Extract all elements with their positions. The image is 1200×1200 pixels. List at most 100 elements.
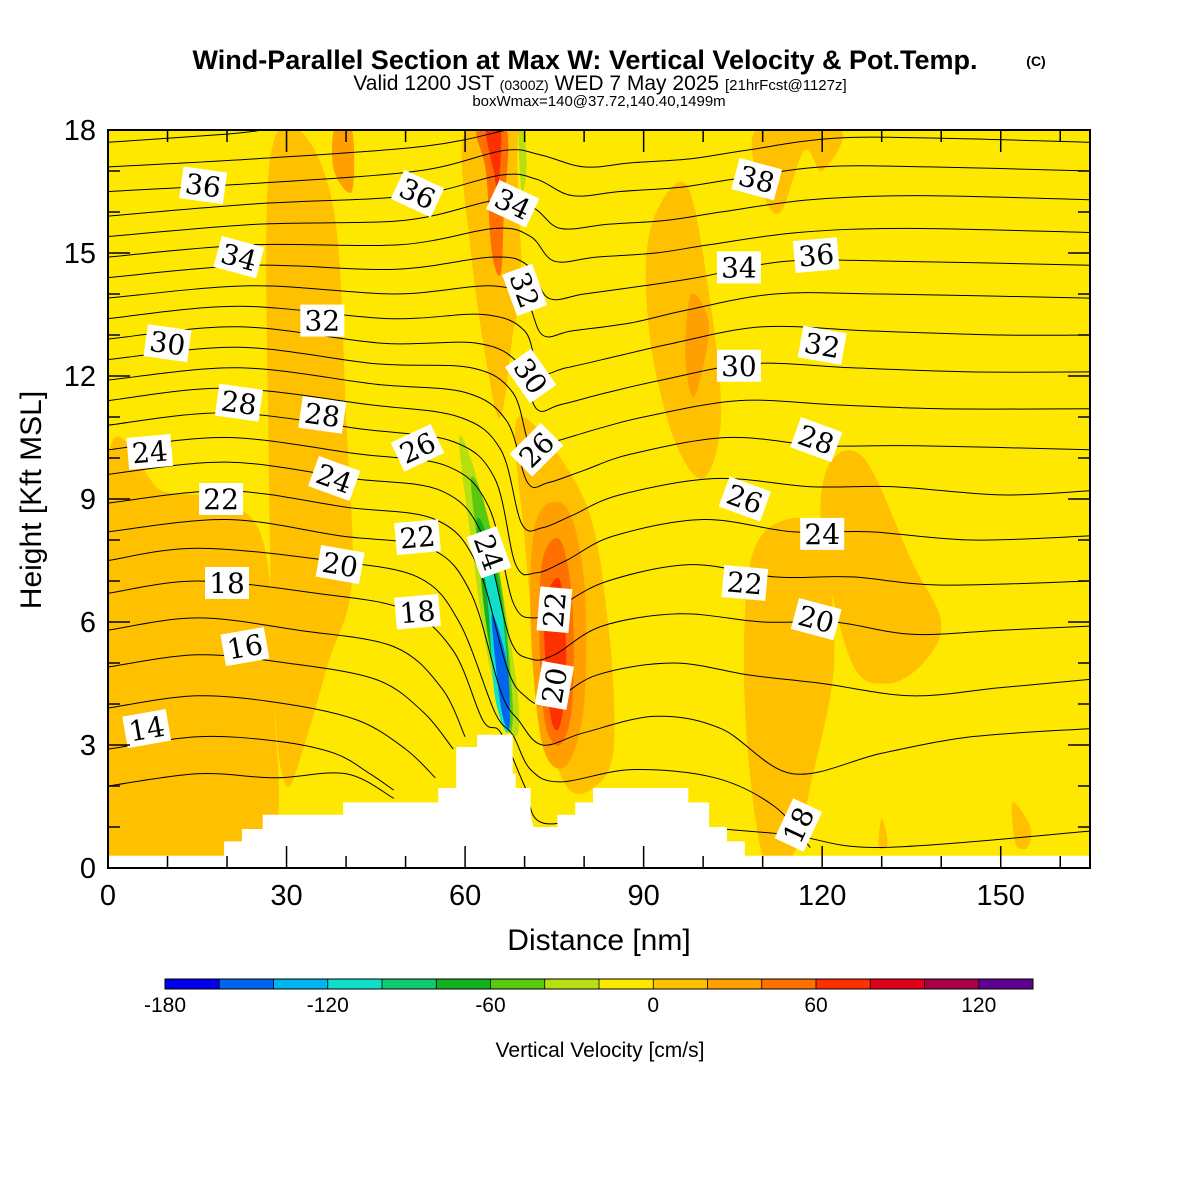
y-tick-label: 3 (80, 730, 96, 762)
isentrope-label: 18 (394, 593, 441, 630)
colorbar-swatch (707, 979, 763, 989)
isentrope-line (108, 165, 1090, 217)
isentrope-label-bg (466, 526, 512, 579)
colorbar-swatch (653, 979, 708, 989)
x-axis-label: Distance [nm] (507, 924, 690, 957)
isentrope-label-bg (199, 483, 244, 515)
isentrope-label: 24 (126, 434, 174, 470)
y-tick-label: 15 (64, 238, 96, 270)
y-axis-label: Height [Kft MSL] (15, 391, 48, 609)
isentrope-label-bg (300, 304, 345, 337)
w-region (645, 181, 722, 479)
y-tick-label: 6 (80, 607, 96, 639)
isentrope-label: 20 (790, 597, 842, 641)
forecast-info: [21hrFcst@1127z] (725, 77, 847, 94)
isentrope-label: 30 (143, 324, 192, 363)
terrain-profile (108, 734, 1090, 868)
isentrope-label-text: 22 (537, 591, 573, 629)
isentrope-label-text: 32 (304, 305, 340, 338)
w-region (491, 613, 510, 730)
terrain (108, 734, 1090, 868)
isentrope-label-bg (390, 424, 445, 472)
isentrope-line (108, 617, 466, 738)
colorbar-swatch (761, 979, 817, 989)
isentrope-label: 28 (298, 395, 347, 434)
colorbar-swatch (382, 979, 437, 989)
isentrope-line (108, 547, 811, 848)
isentrope-label: 34 (716, 251, 761, 284)
w-region (685, 293, 710, 398)
isentrope-line (108, 136, 1090, 192)
isentrope-line (108, 518, 1090, 775)
colorbar-swatch (436, 979, 491, 989)
isentrope-label-text: 24 (131, 434, 169, 470)
isentrope-label-bg (315, 545, 365, 585)
x-tick-label: 0 (100, 880, 116, 912)
isentrope-label-bg (213, 235, 265, 279)
isentrope-label-bg (179, 166, 228, 205)
isentrope-label: 22 (394, 519, 441, 556)
isentrope-label-text: 36 (183, 167, 223, 205)
isentrope-label-text: 30 (721, 350, 757, 383)
isentrope-label: 16 (220, 627, 270, 667)
isentrope-line (108, 326, 1090, 412)
isentrope-label-text: 36 (797, 238, 835, 274)
isentrope-line (108, 130, 263, 143)
isentrope-label-bg (509, 422, 564, 477)
isentrope-line (108, 695, 436, 779)
isentrope-label-bg (220, 627, 270, 667)
valid-time-date: WED 7 May 2025 (555, 72, 720, 95)
isentrope-label-bg (214, 383, 263, 422)
y-tick-label: 12 (64, 361, 96, 393)
isentrope-label-bg (122, 709, 172, 749)
isentrope-label: 20 (534, 661, 575, 710)
isentrope-label: 30 (716, 349, 761, 383)
isentrope-label-bg (308, 455, 361, 502)
isentrope-label-text: 34 (721, 251, 757, 284)
isentrope-label-bg (485, 180, 540, 228)
isentrope-label-text: 14 (126, 710, 167, 749)
isentrope-label-bg (126, 434, 174, 470)
box-wmax-line: boxWmax=140@37.72,140.40,1499m (472, 93, 725, 110)
colorbar-tick-label: -60 (475, 994, 505, 1017)
isentrope-label: 28 (214, 383, 263, 422)
isentrope-label-text: 18 (209, 567, 245, 600)
colorbar-tick-label: 120 (961, 994, 996, 1017)
isentrope-label-text: 20 (320, 546, 361, 585)
isentrope-label: 32 (797, 325, 847, 365)
colorbar-swatch (924, 979, 980, 989)
isentrope-line (108, 772, 394, 799)
w-region (266, 130, 353, 788)
colorbar-tick-label: 60 (804, 994, 827, 1017)
isentrope-label: 18 (205, 567, 249, 600)
colorbar-swatch (490, 979, 546, 989)
isentrope-line (108, 580, 1090, 849)
isentrope-label: 36 (179, 166, 228, 205)
isentrope-label-bg (390, 169, 445, 218)
isentrope-label-text: 30 (147, 325, 187, 363)
valid-time-utc: (0300Z) (500, 77, 549, 93)
colorbar-label: Vertical Velocity [cm/s] (496, 1039, 705, 1062)
y-tick-label: 0 (80, 853, 96, 885)
isentrope-label-bg (797, 325, 847, 365)
isentrope-line (108, 227, 1090, 263)
isentrope-label-bg (716, 349, 761, 382)
isentrope-label-text: 16 (225, 628, 266, 667)
x-tick-label: 120 (798, 880, 846, 912)
colorbar-tick-label: -120 (307, 994, 349, 1017)
isentrope-label-text: 20 (536, 665, 575, 706)
isentrope-label-bg (298, 395, 347, 434)
isentrope-label-text: 18 (398, 594, 436, 630)
colorbar-tick-label: -180 (144, 994, 186, 1017)
w-region (108, 436, 280, 868)
isentrope-label: 22 (199, 483, 244, 516)
isentrope-label-bg (502, 263, 548, 317)
isentrope-line (108, 367, 1090, 489)
isentrope-line (108, 130, 507, 168)
colorbar-swatch (219, 979, 274, 989)
copyright-mark: (C) (1026, 53, 1045, 69)
isentrope-label: 22 (536, 586, 573, 634)
isentrope-label-text: 24 (804, 518, 840, 551)
x-tick-label: 90 (628, 880, 660, 912)
